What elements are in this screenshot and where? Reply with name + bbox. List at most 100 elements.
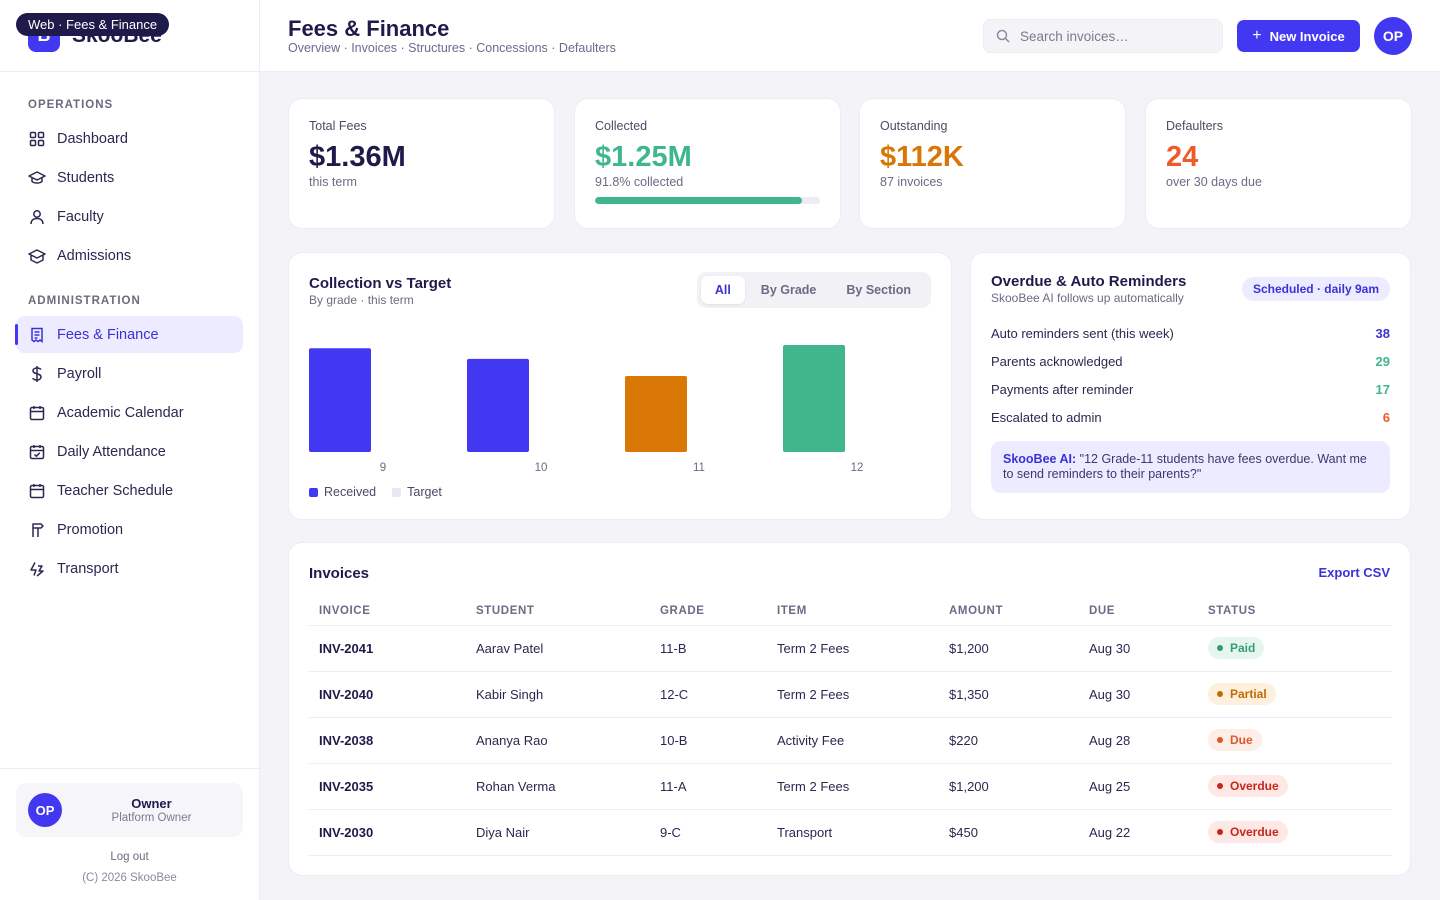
x-tick-label: 10	[535, 462, 548, 474]
stat-card-collected: Collected $1.25M 91.8% collected	[574, 98, 841, 229]
column-header[interactable]: GRADE	[650, 597, 767, 626]
bar-grade-11[interactable]	[625, 376, 687, 452]
table-row[interactable]: INV-2030 Diya Nair 9-C Transport $450 Aug 22 O…	[309, 809, 1392, 856]
stat-label: Total Fees	[309, 119, 367, 133]
sidebar-item-admissions[interactable]: Admissions	[16, 237, 243, 274]
status-dot	[1217, 691, 1223, 697]
column-header[interactable]: AMOUNT	[939, 597, 1079, 626]
user-card[interactable]: OP Owner Platform Owner	[16, 783, 243, 837]
ai-message: "12 Grade-11 students have fees overdue.…	[1003, 452, 1367, 481]
calendar-check-icon	[28, 443, 46, 461]
table-row[interactable]: INV-2038 Ananya Rao 10-B Activity Fee $220 Au…	[309, 717, 1392, 764]
calendar-icon	[28, 404, 46, 422]
sidebar-item-label: Academic Calendar	[57, 404, 184, 421]
column-header[interactable]: DUE	[1079, 597, 1198, 626]
column-header[interactable]: STUDENT	[466, 597, 650, 626]
cell-amount: $1,350	[939, 671, 1079, 718]
bar-grade-9[interactable]	[309, 348, 371, 452]
status-badge: Overdue	[1208, 821, 1288, 843]
cell-student: Rohan Verma	[466, 763, 650, 810]
x-tick-label: 9	[380, 462, 386, 474]
reminder-label: Payments after reminder	[991, 381, 1134, 397]
x-tick-label: 12	[851, 462, 864, 474]
reminder-label: Auto reminders sent (this week)	[991, 325, 1174, 341]
cell-status: Overdue	[1198, 763, 1392, 810]
cell-item: Term 2 Fees	[767, 625, 939, 672]
graduation-cap-icon	[28, 169, 46, 187]
sidebar-item-label: Admissions	[57, 247, 132, 264]
bar-grade-10[interactable]	[467, 358, 529, 452]
ai-prefix: SkooBee AI:	[1003, 452, 1077, 466]
dollar-icon	[28, 365, 46, 383]
stat-card-total-fees: Total Fees $1.36M this term	[288, 98, 555, 229]
legend-item-target: Target	[392, 485, 442, 499]
reminder-row: Auto reminders sent (this week) 38	[991, 319, 1390, 347]
breadcrumb: Overview · Invoices · Structures · Conce…	[288, 41, 616, 55]
stat-sub: this term	[309, 175, 357, 189]
sidebar-item-label: Transport	[57, 560, 119, 577]
reminder-label: Escalated to admin	[991, 409, 1102, 425]
cell-item: Term 2 Fees	[767, 763, 939, 810]
new-invoice-button[interactable]: + New Invoice	[1237, 20, 1360, 52]
sidebar-item-students[interactable]: Students	[16, 159, 243, 196]
collection-bar-chart: 9 10 11 12	[309, 345, 864, 474]
cell-id: INV-2030	[309, 809, 466, 856]
page-title: Fees & Finance	[288, 16, 450, 41]
cell-due: Aug 28	[1079, 717, 1198, 764]
status-dot	[1217, 645, 1223, 651]
tab-by-grade[interactable]: By Grade	[760, 283, 817, 297]
cell-amount: $1,200	[939, 763, 1079, 810]
cell-id: INV-2041	[309, 625, 466, 672]
sidebar-item-transport[interactable]: Transport	[16, 550, 243, 587]
logout-link[interactable]: Log out	[110, 851, 149, 863]
bar-grade-12[interactable]	[783, 345, 845, 452]
signpost-icon	[28, 521, 46, 539]
sidebar-item-faculty[interactable]: Faculty	[16, 198, 243, 235]
column-header[interactable]: INVOICE	[309, 597, 466, 626]
search-box[interactable]	[983, 19, 1223, 53]
tab-by-section[interactable]: By Section	[846, 283, 911, 297]
export-csv-button[interactable]: Export CSV	[1318, 565, 1390, 580]
table-row[interactable]: INV-2041 Aarav Patel 11-B Term 2 Fees $1,200…	[309, 625, 1392, 672]
header-avatar[interactable]: OP	[1374, 17, 1412, 55]
sidebar-item-payroll[interactable]: Payroll	[16, 355, 243, 392]
reminder-stats: Auto reminders sent (this week) 38 Paren…	[991, 319, 1390, 431]
nav-administration: ADMINISTRATION Fees & Finance Payroll Ac…	[0, 292, 259, 587]
search-input[interactable]	[1020, 28, 1200, 44]
table-row[interactable]: INV-2040 Kabir Singh 12-C Term 2 Fees $1,350…	[309, 671, 1392, 718]
sidebar-item-academic-calendar[interactable]: Academic Calendar	[16, 394, 243, 431]
sidebar-item-fees-finance[interactable]: Fees & Finance	[15, 316, 243, 353]
cell-item: Term 2 Fees	[767, 671, 939, 718]
sidebar-item-label: Promotion	[57, 521, 124, 538]
status-label: Paid	[1230, 641, 1256, 655]
sidebar-item-teacher-schedule[interactable]: Teacher Schedule	[16, 472, 243, 509]
legend-swatch	[392, 487, 402, 497]
user-name: Owner	[131, 796, 172, 811]
x-tick-label: 11	[693, 462, 705, 474]
sidebar-item-label: Students	[57, 169, 115, 186]
cell-amount: $220	[939, 717, 1079, 764]
sidebar-item-daily-attendance[interactable]: Daily Attendance	[16, 433, 243, 470]
sidebar-item-label: Fees & Finance	[57, 326, 159, 343]
receipt-icon	[28, 326, 46, 344]
cell-status: Partial	[1198, 671, 1392, 718]
legend-swatch	[309, 487, 318, 497]
table-row[interactable]: INV-2035 Rohan Verma 11-A Term 2 Fees $1,200…	[309, 763, 1392, 810]
cell-student: Diya Nair	[466, 809, 650, 856]
tab-all[interactable]: All	[700, 276, 745, 304]
column-header[interactable]: STATUS	[1198, 597, 1392, 626]
plus-icon: +	[1252, 27, 1262, 44]
column-header[interactable]: ITEM	[767, 597, 939, 626]
cell-status: Paid	[1198, 625, 1392, 672]
sidebar-item-promotion[interactable]: Promotion	[16, 511, 243, 548]
calendar-icon	[28, 482, 46, 500]
stat-label: Collected	[595, 119, 648, 133]
sidebar: B SkooBee Web · Fees & Finance OPERATION…	[0, 0, 260, 900]
sidebar-item-label: Dashboard	[57, 130, 128, 147]
chart-filter-tabs: All By Grade By Section	[696, 272, 931, 308]
table-header-row: INVOICE STUDENT GRADE ITEM AMOUNT DUE ST…	[309, 597, 1392, 626]
cell-amount: $1,200	[939, 625, 1079, 672]
cell-due: Aug 30	[1079, 671, 1198, 718]
sidebar-item-dashboard[interactable]: Dashboard	[16, 120, 243, 157]
ai-suggestion[interactable]: SkooBee AI: "12 Grade-11 students have f…	[991, 441, 1390, 493]
